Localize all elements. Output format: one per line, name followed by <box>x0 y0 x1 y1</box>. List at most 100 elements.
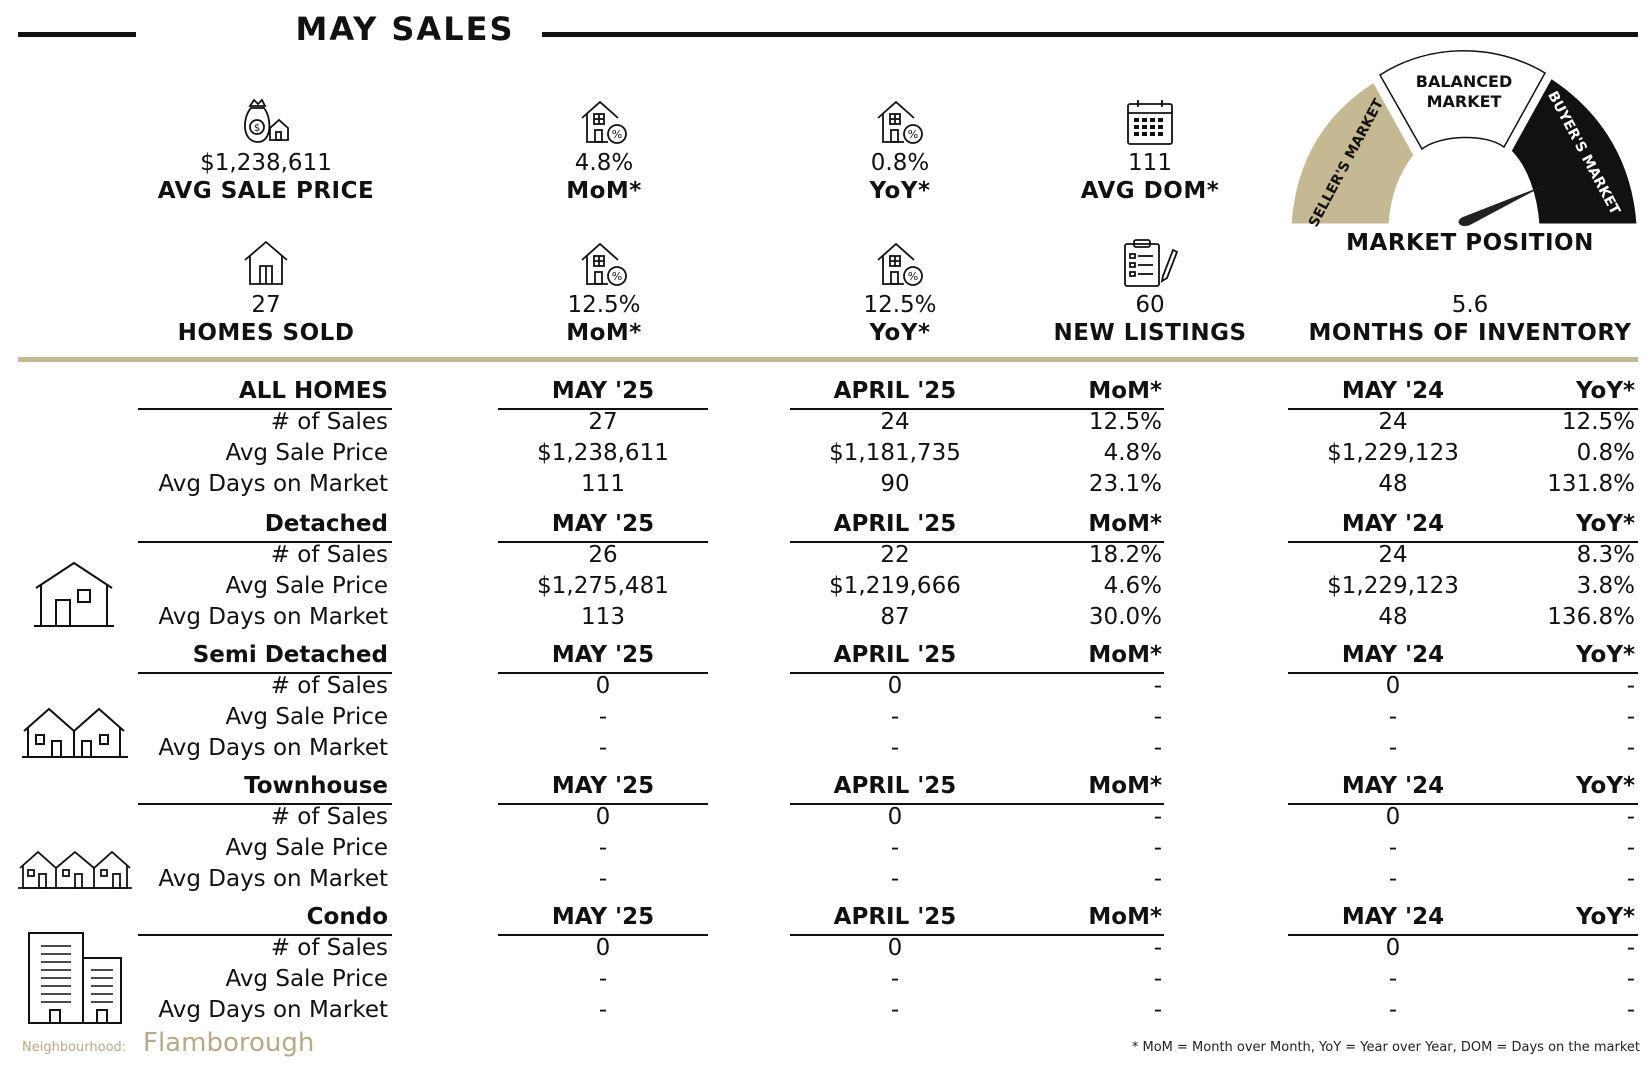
table-cell: 8.3% <box>1576 542 1635 568</box>
table-cell: - <box>1388 866 1398 892</box>
table-cell: - <box>1388 704 1398 730</box>
table-cell: $1,229,123 <box>1327 573 1459 599</box>
column-header: MAY '24 <box>1341 511 1445 537</box>
row-label: Avg Days on Market <box>158 604 388 630</box>
stat-homes-sold: 27 HOMES SOLD <box>116 230 416 346</box>
clipboard-pencil-icon <box>1000 230 1300 288</box>
table-cell: 22 <box>880 542 910 568</box>
table-cell: 131.8% <box>1547 471 1635 497</box>
svg-text:$: $ <box>254 123 260 134</box>
table-cell: 3.8% <box>1576 573 1635 599</box>
header-underline <box>1288 803 1638 805</box>
table-cell: 0 <box>1385 673 1401 699</box>
table-cell: - <box>598 866 608 892</box>
table-cell: 87 <box>880 604 910 630</box>
table-cell: - <box>1153 966 1162 992</box>
row-label: Avg Sale Price <box>225 704 388 730</box>
title-rule-left <box>18 32 136 37</box>
table-cell: - <box>890 835 900 861</box>
table-cell: - <box>1626 804 1635 830</box>
table-cell: - <box>890 704 900 730</box>
calendar-icon <box>1000 88 1300 146</box>
table-cell: - <box>1153 935 1162 961</box>
stat-months-inventory: 5.6 MONTHS OF INVENTORY <box>1290 230 1650 346</box>
table-cell: - <box>1626 735 1635 761</box>
column-header: MAY '25 <box>551 773 655 799</box>
table-category: Condo <box>306 904 388 930</box>
header-underline <box>138 803 392 805</box>
new-listings-label: NEW LISTINGS <box>1053 320 1247 346</box>
column-header: MAY '24 <box>1341 773 1445 799</box>
header-underline <box>498 541 708 543</box>
buyers-market-segment <box>1508 74 1640 227</box>
table-cell: - <box>1626 673 1635 699</box>
table-cell: 26 <box>588 542 618 568</box>
table-cell: $1,219,666 <box>829 573 961 599</box>
table-cell: - <box>598 835 608 861</box>
table-cell: - <box>598 735 608 761</box>
neighbourhood-label: Neighbourhood: <box>22 1040 127 1055</box>
table-category: Semi Detached <box>192 642 388 668</box>
table-cell: - <box>1388 835 1398 861</box>
table-cell: 12.5% <box>1561 409 1635 435</box>
footnote: * MoM = Month over Month, YoY = Year ove… <box>1131 1040 1640 1055</box>
table-cell: 0 <box>887 804 903 830</box>
sold-mom-value: 12.5% <box>567 292 641 318</box>
months-inventory-label: MONTHS OF INVENTORY <box>1308 320 1632 346</box>
column-header: APRIL '25 <box>833 642 957 668</box>
neighbourhood-name: Flamborough <box>143 1028 315 1058</box>
column-header: MoM* <box>1088 378 1162 404</box>
table-cell: - <box>1626 704 1635 730</box>
header-underline <box>498 672 708 674</box>
table-cell: - <box>1388 735 1398 761</box>
price-mom-value: 4.8% <box>574 150 634 176</box>
column-header: MoM* <box>1088 773 1162 799</box>
header-underline <box>138 541 392 543</box>
svg-text:%: % <box>908 270 918 283</box>
table-cell: 23.1% <box>1088 471 1162 497</box>
header-underline <box>498 803 708 805</box>
table-cell: - <box>1388 966 1398 992</box>
house-percent-icon: % <box>750 88 1050 146</box>
column-header: MAY '25 <box>551 904 655 930</box>
stat-new-listings: 60 NEW LISTINGS <box>1000 230 1300 346</box>
header-underline <box>498 408 708 410</box>
avg-dom-label: AVG DOM* <box>1080 178 1220 204</box>
table-cell: - <box>598 704 608 730</box>
table-cell: 0 <box>1385 935 1401 961</box>
sold-yoy-value: 12.5% <box>863 292 937 318</box>
column-header: MAY '25 <box>551 511 655 537</box>
price-mom-label: MoM* <box>566 178 642 204</box>
table-cell: 30.0% <box>1088 604 1162 630</box>
homes-sold-value: 27 <box>251 292 281 318</box>
detached-house-icon <box>34 561 114 627</box>
row-label: Avg Sale Price <box>225 440 388 466</box>
table-cell: - <box>890 866 900 892</box>
table-cell: 27 <box>588 409 618 435</box>
table-cell: - <box>890 735 900 761</box>
column-header: MAY '24 <box>1341 642 1445 668</box>
table-cell: 24 <box>880 409 910 435</box>
stat-sold-mom: % 12.5% MoM* <box>454 230 754 346</box>
row-label: # of Sales <box>270 409 388 435</box>
column-header: MoM* <box>1088 511 1162 537</box>
table-cell: - <box>1626 935 1635 961</box>
house-percent-icon: % <box>750 230 1050 288</box>
avg-sale-price-label: AVG SALE PRICE <box>157 178 375 204</box>
table-cell: - <box>890 997 900 1023</box>
table-cell: 0 <box>595 673 611 699</box>
table-cell: 0.8% <box>1576 440 1635 466</box>
new-listings-value: 60 <box>1135 292 1165 318</box>
table-cell: 113 <box>581 604 625 630</box>
row-label: Avg Days on Market <box>158 997 388 1023</box>
header-underline <box>790 541 1164 543</box>
row-label: # of Sales <box>270 935 388 961</box>
gauge-needle <box>1458 185 1545 227</box>
table-cell: 24 <box>1378 542 1408 568</box>
house-icon <box>116 230 416 288</box>
avg-dom-value: 111 <box>1128 150 1172 176</box>
table-cell: - <box>598 997 608 1023</box>
header-underline <box>790 934 1164 936</box>
header-underline <box>1288 672 1638 674</box>
sold-yoy-label: YoY* <box>869 320 931 346</box>
